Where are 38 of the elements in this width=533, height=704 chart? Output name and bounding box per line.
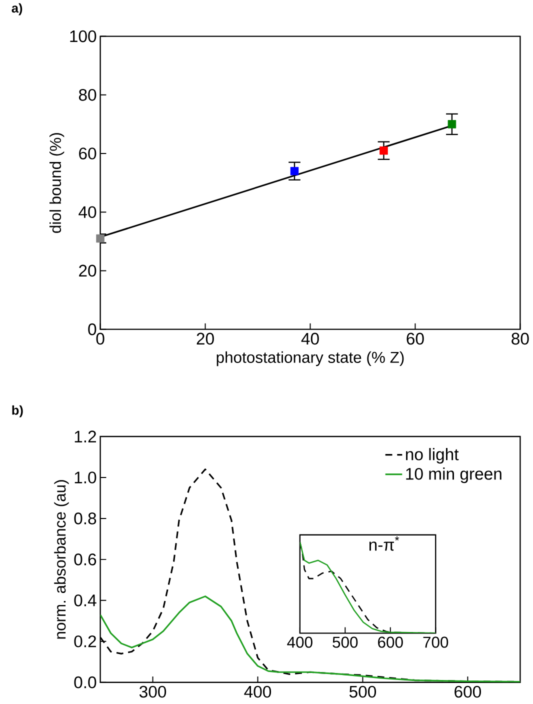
x-tick-label: 500 xyxy=(350,686,376,698)
y-tick-label: 1.2 xyxy=(74,430,96,442)
x-tick-label: 600 xyxy=(378,636,404,648)
y-tick-label: 100 xyxy=(70,30,96,42)
x-tick-label: 300 xyxy=(140,686,166,698)
x-tick-label: 700 xyxy=(423,636,448,648)
legend-label: no light xyxy=(406,448,459,464)
legend-label: 10 min green xyxy=(406,468,502,484)
y-axis-title: norm. absorbance (au) xyxy=(54,480,69,639)
point xyxy=(448,120,456,128)
x-tick-label: 500 xyxy=(332,636,358,648)
y-tick-label: 0.4 xyxy=(74,594,96,606)
x-tick-label: 40 xyxy=(301,332,320,345)
chart-title: a) xyxy=(12,3,22,16)
point xyxy=(290,166,299,176)
y-tick-label: 0.2 xyxy=(74,635,96,648)
x-axis-title: photostationary state (% Z) xyxy=(216,351,404,366)
x-tick-label: 600 xyxy=(454,686,482,698)
y-tick-label: 20 xyxy=(79,264,96,277)
chart-title: n-π$^{*}$ xyxy=(370,536,400,551)
y-tick-label: 0.6 xyxy=(74,554,96,566)
x-tick-label: 0 xyxy=(96,332,104,345)
point xyxy=(96,234,105,243)
x-tick-label: 80 xyxy=(512,332,529,345)
y-axis-title: diol bound (%) xyxy=(50,133,64,233)
x-tick-label: 400 xyxy=(287,636,313,648)
y-tick-label: 0.8 xyxy=(74,512,96,524)
x-tick-label: 20 xyxy=(196,332,214,345)
point xyxy=(380,146,388,155)
y-tick-label: 60 xyxy=(79,148,96,160)
y-tick-label: 1.0 xyxy=(74,472,96,484)
y-tick-label: 0 xyxy=(88,323,96,336)
y-tick-label: 0.0 xyxy=(74,676,96,688)
y-tick-label: 80 xyxy=(79,88,96,101)
y-tick-label: 40 xyxy=(78,206,96,218)
x-tick-label: 60 xyxy=(406,332,424,345)
x-tick-label: 400 xyxy=(244,686,272,698)
chart-title: b) xyxy=(12,405,23,418)
